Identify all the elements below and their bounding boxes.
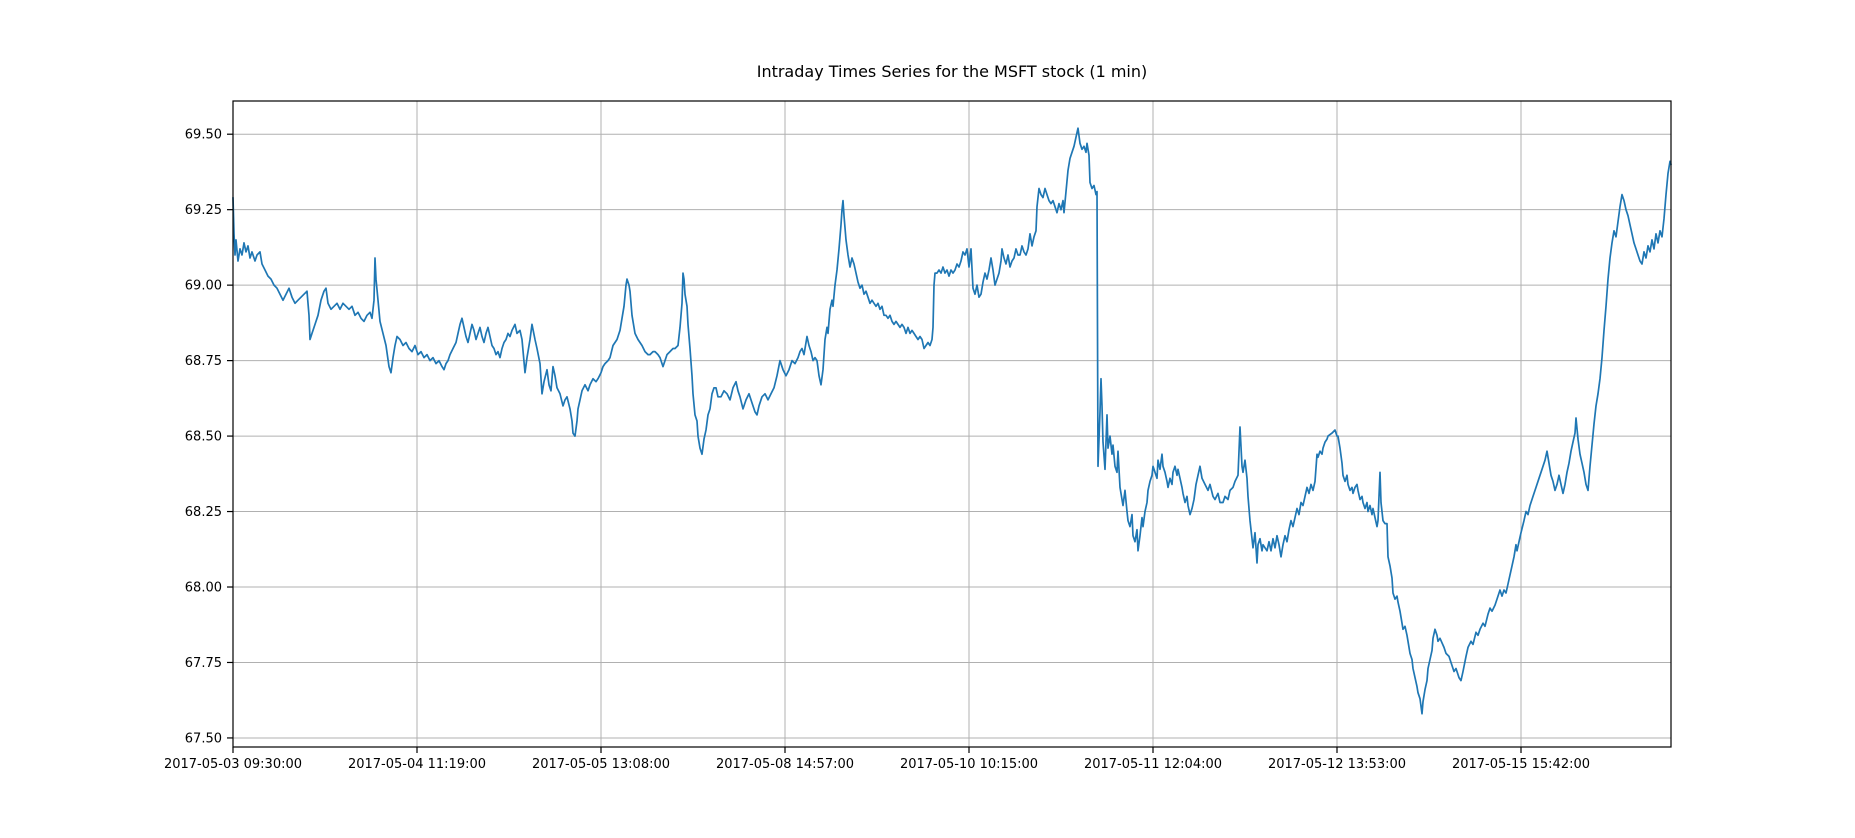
x-tick-label: 2017-05-15 15:42:00: [1452, 757, 1590, 772]
y-tick-label: 68.50: [185, 430, 222, 445]
tick-marks: [227, 133, 1522, 753]
y-tick-label: 69.00: [185, 279, 222, 294]
y-tick-label: 69.25: [185, 203, 222, 218]
x-tick-label: 2017-05-04 11:19:00: [348, 757, 486, 772]
x-tick-label: 2017-05-12 13:53:00: [1268, 757, 1406, 772]
chart-title: Intraday Times Series for the MSFT stock…: [756, 62, 1148, 81]
tick-labels: 67.50 67.75 68.00 68.25 68.50 68.75 69.00 69.25…: [164, 128, 1590, 772]
x-tick-label: 2017-05-08 14:57:00: [716, 757, 854, 772]
plot-border: [232, 100, 1672, 748]
grid-lines: [232, 101, 1671, 747]
x-tick-label: 2017-05-05 13:08:00: [532, 757, 670, 772]
price-line-series: [232, 127, 1672, 715]
y-tick-label: 67.50: [185, 731, 222, 746]
y-tick-label: 69.50: [185, 128, 222, 143]
x-tick-label: 2017-05-03 09:30:00: [164, 757, 302, 772]
x-tick-label: 2017-05-11 12:04:00: [1084, 757, 1222, 772]
x-tick-label: 2017-05-10 10:15:00: [900, 757, 1038, 772]
y-tick-label: 68.25: [185, 505, 222, 520]
y-tick-label: 67.75: [185, 656, 222, 671]
y-tick-label: 68.00: [185, 581, 222, 596]
y-tick-label: 68.75: [185, 354, 222, 369]
